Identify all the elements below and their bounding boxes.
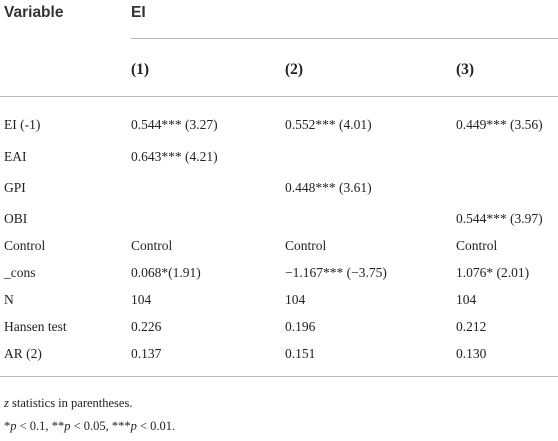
table-cell: 0.068*(1.91)	[131, 265, 201, 280]
table-cell: 0.544*** (3.27)	[131, 117, 218, 132]
row-label: Hansen test	[4, 319, 67, 334]
note-significance: *p < 0.1, **p < 0.05, ***p < 0.01.	[4, 419, 175, 434]
note-z-text: statistics in parentheses.	[8, 396, 133, 410]
header-rule	[0, 96, 558, 97]
note-sig-3: ***	[111, 419, 131, 433]
table-cell: 104	[131, 292, 152, 307]
table-cell: Control	[285, 238, 327, 253]
table-cell: 0.226	[131, 319, 162, 334]
row-label: GPI	[4, 180, 26, 195]
note-t-2: < 0.05,	[70, 419, 112, 433]
note-p-2: p	[64, 419, 71, 433]
note-p-1: p	[10, 419, 17, 433]
row-label: EI (-1)	[4, 117, 41, 132]
table-cell: Control	[131, 238, 173, 253]
group-rule	[131, 38, 558, 39]
column-header-2: (2)	[285, 61, 304, 78]
header-variable: Variable	[4, 4, 64, 21]
table-cell: 1.076* (2.01)	[456, 265, 530, 280]
table-cell: 0.212	[456, 319, 487, 334]
table-cell: 104	[285, 292, 306, 307]
table-cell: 0.151	[285, 346, 316, 361]
table-cell: 0.643*** (4.21)	[131, 149, 218, 164]
row-label: EAI	[4, 149, 27, 164]
table-cell: 0.196	[285, 319, 316, 334]
note-sig-1: *	[4, 419, 11, 433]
table-cell: Control	[456, 238, 498, 253]
column-header-1: (1)	[131, 61, 150, 78]
table-cell: 0.449*** (3.56)	[456, 117, 543, 132]
table-cell: 0.544*** (3.97)	[456, 211, 543, 226]
note-z-var: z	[4, 396, 9, 410]
table-cell: −1.167*** (−3.75)	[285, 265, 387, 280]
table-cell: 104	[456, 292, 477, 307]
row-label: OBI	[4, 211, 28, 226]
table-cell: 0.137	[131, 346, 162, 361]
table-cell: 0.130	[456, 346, 487, 361]
row-label: AR (2)	[4, 346, 42, 361]
table-cell: 0.552*** (4.01)	[285, 117, 372, 132]
row-label: N	[4, 292, 14, 307]
table-cell: 0.448*** (3.61)	[285, 180, 372, 195]
note-t-1: < 0.1,	[16, 419, 52, 433]
note-sig-2: **	[51, 419, 65, 433]
header-group-ei: EI	[131, 4, 146, 21]
note-t-3: < 0.01.	[136, 419, 176, 433]
column-header-3: (3)	[456, 61, 475, 78]
note-p-3: p	[130, 419, 137, 433]
row-label: _cons	[4, 265, 36, 280]
note-z-statistics: z statistics in parentheses.	[4, 396, 132, 411]
row-label: Control	[4, 238, 46, 253]
bottom-rule	[0, 376, 558, 377]
